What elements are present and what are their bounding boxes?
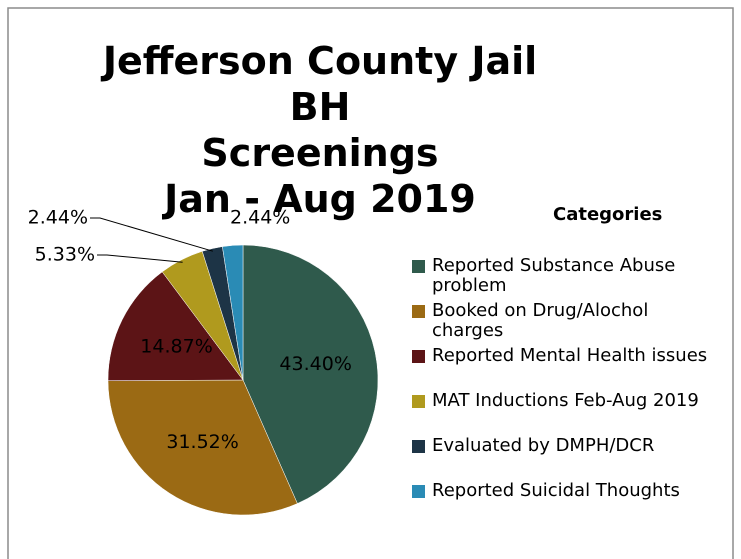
data-label: 2.44% <box>28 207 88 229</box>
legend-swatch <box>412 485 425 498</box>
leader-line <box>90 217 213 252</box>
legend-item: Booked on Drug/Alochol charges <box>412 301 722 346</box>
legend-label: Reported Mental Health issues <box>432 345 708 366</box>
data-label: 14.87% <box>140 335 212 357</box>
legend-label: Reported Substance Abuse problem <box>432 255 676 296</box>
legend-swatch <box>412 260 425 273</box>
legend: Reported Substance Abuse problem Booked o… <box>412 256 722 526</box>
legend-swatch <box>412 305 425 318</box>
frame <box>7 7 734 559</box>
legend-swatch <box>412 395 425 408</box>
pie-slice <box>222 244 244 381</box>
pie-slice <box>107 379 298 516</box>
legend-title: Categories <box>553 204 663 225</box>
data-label: 5.33% <box>35 244 95 266</box>
legend-label: MAT Inductions Feb-Aug 2019 <box>432 390 699 411</box>
leader-line <box>97 254 183 263</box>
data-label: 31.52% <box>166 431 238 453</box>
pie-slice <box>107 271 244 381</box>
chart-title: Jefferson County Jail BH Screenings Jan … <box>102 39 538 221</box>
data-label: 43.40% <box>279 353 351 375</box>
legend-label: Booked on Drug/Alochol charges <box>432 300 649 341</box>
legend-label: Evaluated by DMPH/DCR <box>432 435 655 456</box>
legend-swatch <box>412 440 425 453</box>
pie-slice <box>242 244 379 504</box>
legend-label: Reported Suicidal Thoughts <box>432 480 680 501</box>
legend-item: MAT Inductions Feb-Aug 2019 <box>412 391 722 436</box>
legend-item: Reported Mental Health issues <box>412 346 722 391</box>
legend-item: Reported Suicidal Thoughts <box>412 481 722 526</box>
legend-item: Reported Substance Abuse problem <box>412 256 722 301</box>
legend-item: Evaluated by DMPH/DCR <box>412 436 722 481</box>
data-label: 2.44% <box>230 207 290 229</box>
legend-swatch <box>412 350 425 363</box>
